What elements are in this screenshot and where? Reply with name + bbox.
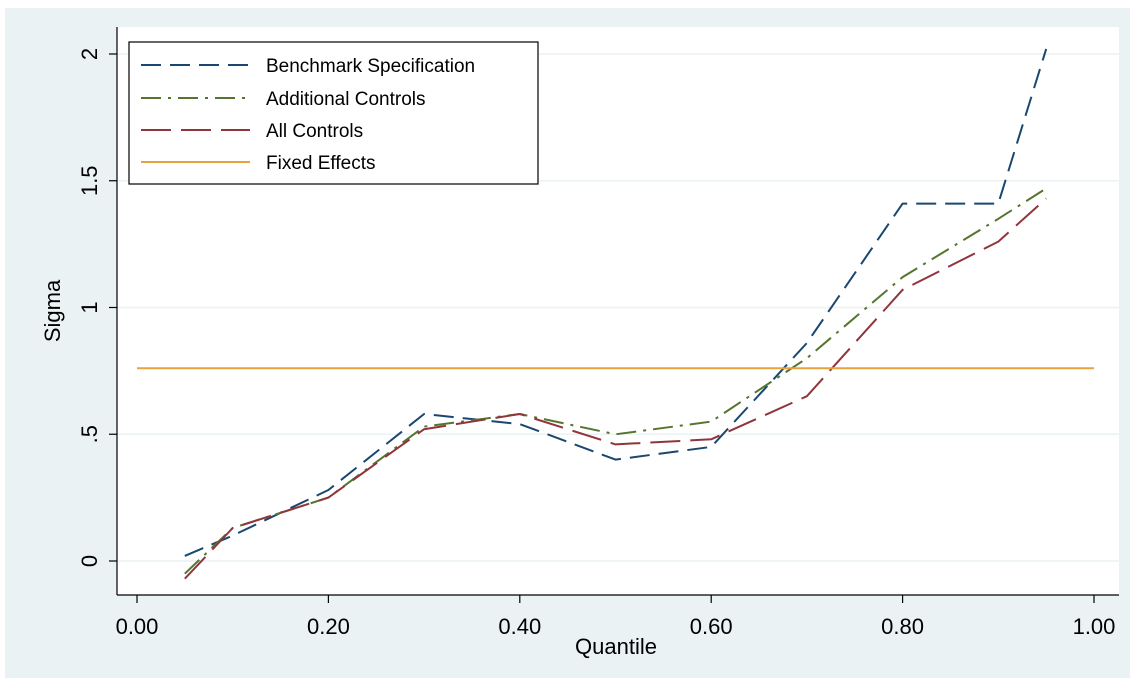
axes: [116, 27, 1119, 596]
x-tick-label: 0.00: [116, 614, 159, 639]
x-tick-label: 0.60: [690, 614, 733, 639]
legend-label: Fixed Effects: [266, 153, 375, 174]
y-tick-label: 1: [77, 301, 102, 313]
y-tick-label: 0: [77, 555, 102, 567]
series-lines: [137, 48, 1094, 580]
x-tick-label: 1.00: [1073, 614, 1116, 639]
series-line-3: [184, 197, 1047, 580]
y-tick-label: 2: [77, 48, 102, 60]
x-tick-label: 0.80: [881, 614, 924, 639]
legend-box: [128, 41, 539, 185]
series-line-2: [184, 187, 1047, 575]
series-line-1: [184, 48, 1048, 557]
legend-label: All Controls: [266, 121, 363, 142]
x-tick-label: 0.40: [498, 614, 541, 639]
legend: Benchmark Specification Additional Contro…: [128, 41, 539, 185]
y-tick-label: 1.5: [77, 165, 102, 196]
y-axis-label: Sigma: [40, 279, 65, 342]
y-ticks: 0 .5 1 1.5 2: [77, 48, 117, 567]
x-ticks: 0.00 0.20 0.40 0.60 0.80 1.00: [116, 595, 1116, 639]
x-tick-label: 0.20: [307, 614, 350, 639]
x-axis-label: Quantile: [575, 634, 657, 659]
legend-label: Additional Controls: [266, 89, 425, 110]
legend-label: Benchmark Specification: [266, 56, 475, 77]
y-tick-label: .5: [77, 425, 102, 443]
